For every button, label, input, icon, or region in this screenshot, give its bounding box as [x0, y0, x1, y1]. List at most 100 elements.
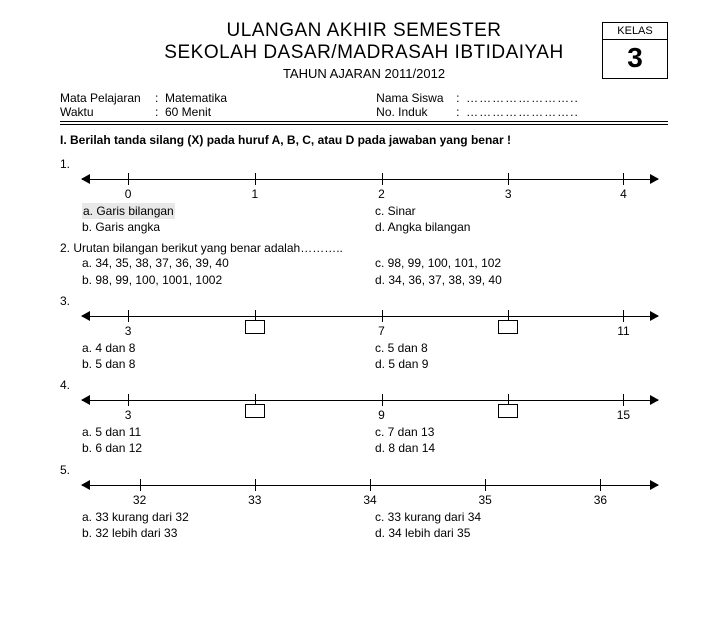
arrow-right-icon — [650, 311, 659, 321]
q4-options: a. 5 dan 11 b. 6 dan 12 c. 7 dan 13 d. 8… — [82, 424, 668, 456]
axis — [82, 316, 658, 317]
q3-opt-b: b. 5 dan 8 — [82, 356, 375, 372]
question-2: 2. Urutan bilangan berikut yang benar ad… — [60, 241, 668, 287]
tick-label: 15 — [617, 408, 630, 422]
question-4: 4. 3 9 15 a. 5 dan 11 b. 6 dan 12 c. 7 dan… — [60, 378, 668, 456]
blank-box — [245, 404, 265, 418]
tick-label: 36 — [594, 493, 607, 507]
q1-opt-d: d. Angka bilangan — [375, 219, 668, 235]
tick-label: 2 — [378, 187, 385, 201]
q4-opt-b: b. 6 dan 12 — [82, 440, 375, 456]
divider — [60, 124, 668, 125]
tick-label: 32 — [133, 493, 146, 507]
tick — [382, 394, 383, 406]
q2-options: a. 34, 35, 38, 37, 36, 39, 40 b. 98, 99,… — [82, 255, 668, 287]
q4-numberline: 3 9 15 — [82, 392, 658, 424]
class-label: KELAS — [603, 23, 667, 40]
tick-label: 11 — [617, 324, 629, 338]
tick-label: 0 — [125, 187, 132, 201]
tick-label: 34 — [363, 493, 376, 507]
tick — [255, 173, 256, 185]
class-box: KELAS 3 — [602, 22, 668, 79]
q4-opt-d: d. 8 dan 14 — [375, 440, 668, 456]
q1-options: a. Garis bilangan b. Garis angka c. Sina… — [82, 203, 668, 235]
tick — [128, 173, 129, 185]
student-name-value: …………………….. — [466, 91, 579, 105]
time-value: 60 Menit — [165, 105, 211, 119]
q3-number: 3. — [60, 294, 76, 308]
q1-numberline: 0 1 2 3 4 — [82, 171, 658, 203]
tick — [508, 173, 509, 185]
axis — [82, 400, 658, 401]
tick — [623, 394, 624, 406]
section-instruction: I. Berilah tanda silang (X) pada huruf A… — [60, 133, 668, 147]
meta-row: Mata Pelajaran : Matematika Waktu : 60 M… — [60, 91, 668, 119]
q3-opt-d: d. 5 dan 9 — [375, 356, 668, 372]
tick-label: 1 — [251, 187, 258, 201]
q2-opt-d: d. 34, 36, 37, 38, 39, 40 — [375, 272, 668, 288]
q2-opt-b: b. 98, 99, 100, 1001, 1002 — [82, 272, 375, 288]
q2-opt-a: a. 34, 35, 38, 37, 36, 39, 40 — [82, 255, 375, 271]
tick-label: 4 — [620, 187, 627, 201]
blank-box — [245, 320, 265, 334]
tick-label: 3 — [125, 408, 132, 422]
tick-label: 7 — [378, 324, 385, 338]
tick — [623, 310, 624, 322]
q3-options: a. 4 dan 8 b. 5 dan 8 c. 5 dan 8 d. 5 da… — [82, 340, 668, 372]
subject-label: Mata Pelajaran — [60, 91, 155, 105]
q5-numberline: 3233343536 — [82, 477, 658, 509]
q3-opt-c: c. 5 dan 8 — [375, 340, 668, 356]
blank-box — [498, 320, 518, 334]
q1-opt-c: c. Sinar — [375, 203, 668, 219]
tick — [128, 394, 129, 406]
tick-label: 9 — [378, 408, 385, 422]
title-block: ULANGAN AKHIR SEMESTER SEKOLAH DASAR/MAD… — [60, 20, 668, 81]
q2-stem: Urutan bilangan berikut yang benar adala… — [73, 241, 343, 255]
colon: : — [155, 105, 165, 119]
q2-number: 2. — [60, 241, 70, 255]
q3-opt-a: a. 4 dan 8 — [82, 340, 375, 356]
tick-label: 3 — [505, 187, 512, 201]
title-line1: ULANGAN AKHIR SEMESTER — [60, 20, 668, 42]
axis — [82, 179, 658, 180]
tick — [255, 479, 256, 491]
tick — [128, 310, 129, 322]
arrow-right-icon — [650, 395, 659, 405]
class-number: 3 — [603, 40, 667, 78]
tick — [140, 479, 141, 491]
student-id-label: No. Induk — [376, 105, 456, 119]
q5-opt-b: b. 32 lebih dari 33 — [82, 525, 375, 541]
arrow-right-icon — [650, 174, 659, 184]
tick — [370, 479, 371, 491]
q5-opt-c: c. 33 kurang dari 34 — [375, 509, 668, 525]
tick — [382, 173, 383, 185]
time-label: Waktu — [60, 105, 155, 119]
q1-number: 1. — [60, 157, 76, 171]
colon: : — [456, 105, 466, 119]
q5-options: a. 33 kurang dari 32 b. 32 lebih dari 33… — [82, 509, 668, 541]
tick-label: 3 — [125, 324, 132, 338]
tick — [485, 479, 486, 491]
q5-opt-d: d. 34 lebih dari 35 — [375, 525, 668, 541]
question-1: 1. 0 1 2 3 4 a. Garis bilangan b. Garis angk… — [60, 157, 668, 235]
blank-box — [498, 404, 518, 418]
q4-opt-a: a. 5 dan 11 — [82, 424, 375, 440]
subject-value: Matematika — [165, 91, 227, 105]
q5-opt-a: a. 33 kurang dari 32 — [82, 509, 375, 525]
divider — [60, 121, 668, 122]
tick — [600, 479, 601, 491]
header: ULANGAN AKHIR SEMESTER SEKOLAH DASAR/MAD… — [60, 20, 668, 81]
colon: : — [155, 91, 165, 105]
q3-numberline: 3 7 11 — [82, 308, 658, 340]
q4-number: 4. — [60, 378, 76, 392]
tick — [382, 310, 383, 322]
tick-label: 33 — [248, 493, 261, 507]
question-5: 5. 3233343536 a. 33 kurang dari 32 b. 32… — [60, 463, 668, 541]
q4-opt-c: c. 7 dan 13 — [375, 424, 668, 440]
colon: : — [456, 91, 466, 105]
question-3: 3. 3 7 11 a. 4 dan 8 b. 5 dan 8 c. 5 dan 8… — [60, 294, 668, 372]
q1-opt-a: a. Garis bilangan — [82, 203, 175, 219]
title-year: TAHUN AJARAN 2011/2012 — [60, 66, 668, 81]
q2-opt-c: c. 98, 99, 100, 101, 102 — [375, 255, 668, 271]
student-name-label: Nama Siswa — [376, 91, 456, 105]
